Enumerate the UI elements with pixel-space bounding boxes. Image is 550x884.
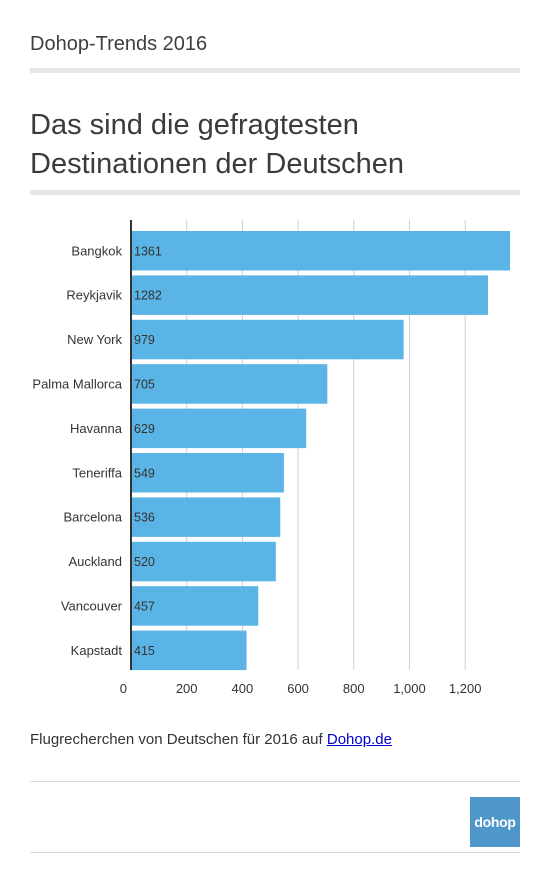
bar <box>131 275 489 315</box>
title-line-2: Destinationen der Deutschen <box>30 148 405 180</box>
dohop-logo: dohop <box>470 797 520 847</box>
x-tick-label: 1,200 <box>449 681 482 696</box>
title-divider <box>30 190 520 195</box>
bar-chart: Bangkok 1361 Reykjavik 1282 New York 979 Palma… <box>32 220 510 696</box>
category-label: Barcelona <box>63 510 122 525</box>
data-label: 629 <box>134 422 155 436</box>
bar <box>131 453 284 493</box>
category-label: New York <box>67 332 122 347</box>
caption-text: Flugrecherchen von Deutschen für 2016 au… <box>30 731 327 748</box>
data-label: 536 <box>134 511 155 525</box>
x-tick-label: 400 <box>232 681 254 696</box>
bar <box>131 408 307 449</box>
x-tick-label: 600 <box>287 681 309 696</box>
kicker-title: Dohop-Trends 2016 <box>30 33 208 55</box>
data-label: 457 <box>134 599 155 613</box>
data-label: 1282 <box>134 289 162 303</box>
data-label: 979 <box>134 333 155 347</box>
title-line-1: Das sind die gefragtesten <box>30 109 359 141</box>
header-divider <box>30 68 520 73</box>
data-label: 1361 <box>134 244 162 258</box>
x-tick-label: 200 <box>176 681 198 696</box>
category-label: Teneriffa <box>72 465 122 480</box>
bar <box>131 319 404 360</box>
bar <box>131 497 281 537</box>
data-label: 415 <box>134 644 155 658</box>
x-tick-label: 0 <box>120 681 127 696</box>
category-label: Kapstadt <box>71 643 123 658</box>
source-caption: Flugrecherchen von Deutschen für 2016 au… <box>30 731 392 748</box>
category-label: Reykjavik <box>66 288 122 303</box>
data-label: 705 <box>134 377 155 391</box>
x-tick-label: 800 <box>343 681 365 696</box>
footer-divider-bottom <box>30 852 520 853</box>
bar <box>131 231 510 271</box>
category-label: Vancouver <box>61 598 123 613</box>
category-label: Havanna <box>70 421 123 436</box>
data-label: 549 <box>134 466 155 480</box>
bar <box>131 586 259 626</box>
category-label: Palma Mallorca <box>32 376 122 391</box>
data-label: 520 <box>134 555 155 569</box>
dohop-link[interactable]: Dohop.de <box>326 731 392 748</box>
page-title: Das sind die gefragtesten Destinationen … <box>30 106 520 184</box>
bar <box>131 630 247 671</box>
category-label: Bangkok <box>71 243 122 258</box>
bar <box>131 541 276 582</box>
footer-divider-top <box>30 781 520 782</box>
category-label: Auckland <box>69 554 122 569</box>
x-tick-label: 1,000 <box>393 681 426 696</box>
bar <box>131 364 328 404</box>
